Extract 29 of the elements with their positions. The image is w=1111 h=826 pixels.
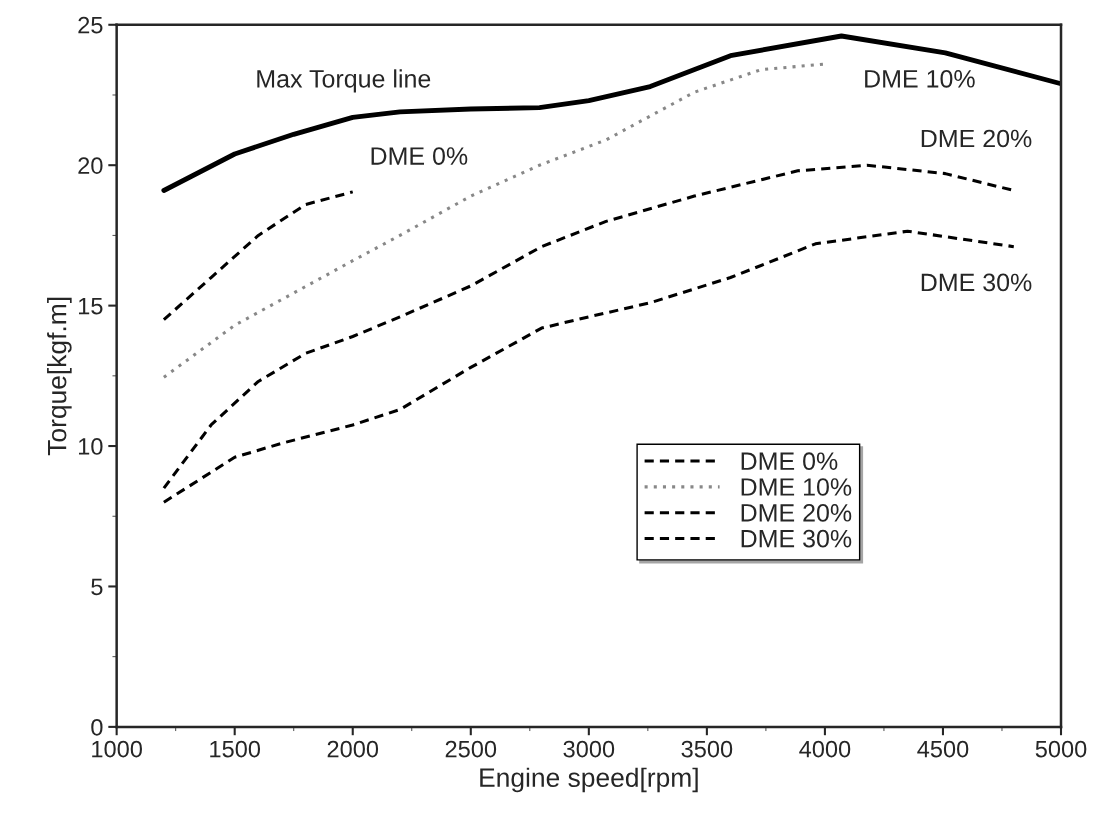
y-tick-label: 0: [91, 718, 103, 736]
legend-label: DME 20%: [741, 503, 852, 522]
y-tick-label: 20: [78, 157, 103, 174]
y-axis-title: Torque[kgf.m]: [47, 297, 72, 456]
y-tick-label: 5: [91, 578, 103, 596]
legend-label: DME 0%: [741, 452, 838, 471]
x-tick-label: 2500: [445, 740, 497, 758]
x-tick-label: 2000: [327, 740, 379, 758]
annotation: DME 30%: [921, 273, 1032, 292]
legend-label: DME 30%: [741, 529, 852, 548]
annotation: DME 0%: [371, 147, 468, 165]
x-tick-label: 1000: [92, 740, 142, 758]
y-tick-label: 10: [79, 438, 103, 455]
x-tick-label: 4000: [799, 740, 851, 758]
line-series: [161, 33, 1062, 193]
y-tick-label: 15: [79, 297, 103, 315]
x-axis-title: Engine speed[rpm]: [480, 767, 698, 793]
y-tick-label: 25: [78, 16, 103, 34]
annotation: DME 20%: [921, 129, 1032, 148]
x-tick-label: 4500: [917, 740, 969, 758]
x-tick-label: 3000: [563, 740, 615, 758]
x-tick-label: 1500: [210, 740, 261, 758]
line-series: [162, 190, 355, 322]
annotation: DME 10%: [865, 69, 975, 88]
x-tick-label: 3500: [681, 740, 733, 758]
x-tick-label: 5000: [1035, 740, 1087, 758]
annotation: Max Torque line: [257, 69, 431, 93]
line-series: [162, 62, 826, 379]
legend-label: DME 10%: [741, 478, 852, 496]
